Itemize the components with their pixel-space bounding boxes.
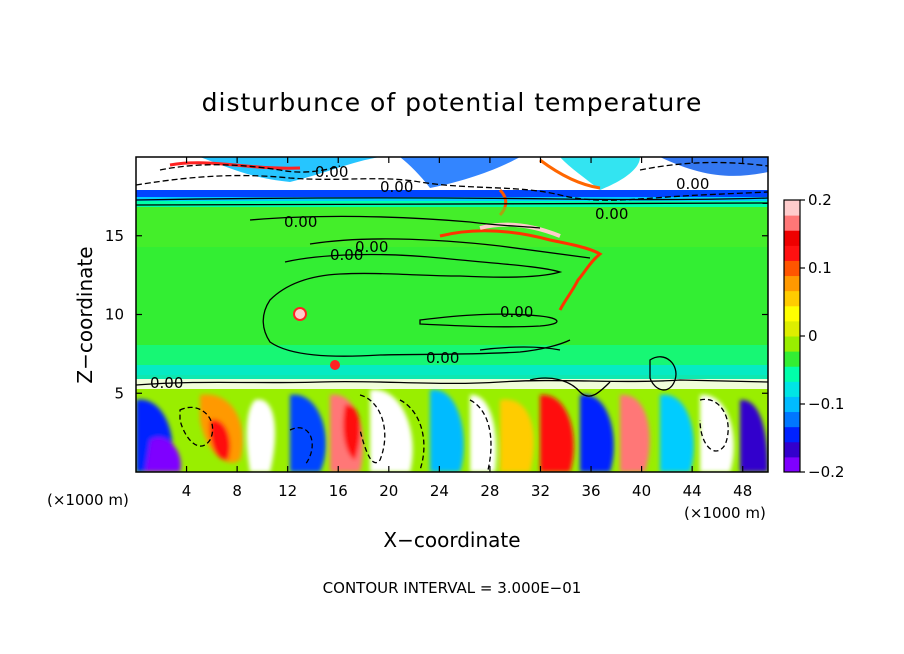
contour-label: 0.00 (315, 163, 348, 181)
colorbar-swatch (784, 230, 800, 246)
colorbar-swatch (784, 215, 800, 231)
contour-interval-note: CONTOUR INTERVAL = 3.000E−01 (323, 579, 582, 597)
colorbar-swatch (784, 200, 800, 216)
colorbar-swatch (784, 351, 800, 367)
lower-layer-field (136, 379, 768, 472)
colorbar-swatch (784, 260, 800, 277)
colorbar-swatch (784, 336, 800, 352)
y-tick-label: 10 (105, 306, 124, 324)
colorbar-swatch (784, 426, 800, 443)
colorbar-tick-label: 0.1 (808, 259, 832, 277)
colorbar-swatch (784, 320, 800, 337)
colorbar-swatch (784, 275, 800, 292)
x-tick-label: 12 (278, 482, 297, 500)
colorbar-swatch (784, 305, 800, 322)
contour-label: 0.00 (426, 349, 459, 367)
y-tick-label: 5 (114, 384, 124, 402)
x-tick-label: 16 (329, 482, 348, 500)
x-tick-label: 28 (480, 482, 499, 500)
x-tick-label: 20 (379, 482, 398, 500)
colorbar: 0.2 0.1 0 −0.1 −0.2 (783, 191, 844, 481)
colorbar-swatch (784, 441, 800, 458)
colorbar-tick-label: −0.2 (808, 463, 844, 481)
y-tick-label: 15 (105, 227, 124, 245)
contour-lines (136, 161, 768, 471)
colorbar-swatch (784, 366, 800, 382)
colorbar-swatch (784, 381, 800, 397)
contour-label-group: 0.00 0.00 0.00 0.00 0.00 0.00 0.00 0.00 … (150, 163, 709, 392)
contour-label: 0.00 (330, 246, 363, 264)
y-axis: 5 10 15 (105, 227, 768, 402)
x-tick-label: 36 (581, 482, 600, 500)
x-axis-label: X−coordinate (383, 528, 520, 552)
y-axis-label: Z−coordinate (73, 246, 97, 383)
colorbar-swatch (784, 456, 800, 473)
x-tick-label: 32 (531, 482, 550, 500)
colorbar-swatch (784, 245, 800, 261)
chart-title: disturbunce of potential temperature (202, 88, 703, 117)
colorbar-tick-label: −0.1 (808, 395, 844, 413)
x-tick-label: 44 (683, 482, 702, 500)
contour-label: 0.00 (284, 213, 317, 231)
contour-label: 0.00 (380, 178, 413, 196)
colorbar-tick-label: 0 (808, 327, 818, 345)
colorbar-swatch (784, 290, 800, 307)
contour-label: 0.00 (595, 205, 628, 223)
x-unit-label-left: (×1000 m) (47, 491, 129, 509)
contour-label: 0.00 (676, 175, 709, 193)
x-unit-label-right: (×1000 m) (684, 504, 766, 522)
x-tick-label: 4 (182, 482, 192, 500)
contour-label: 0.00 (355, 238, 388, 256)
x-tick-label: 40 (632, 482, 651, 500)
x-axis: 4 8 12 16 20 24 28 32 36 40 44 48 (182, 157, 752, 500)
colorbar-swatch (784, 411, 800, 428)
colorbar-tick-label: 0.2 (808, 191, 832, 209)
colorbar-swatch (784, 396, 800, 413)
x-tick-label: 48 (733, 482, 752, 500)
contour-label: 0.00 (500, 303, 533, 321)
x-tick-label: 8 (232, 482, 242, 500)
x-tick-label: 24 (430, 482, 449, 500)
plot-area (136, 157, 768, 472)
contour-label: 0.00 (150, 374, 183, 392)
